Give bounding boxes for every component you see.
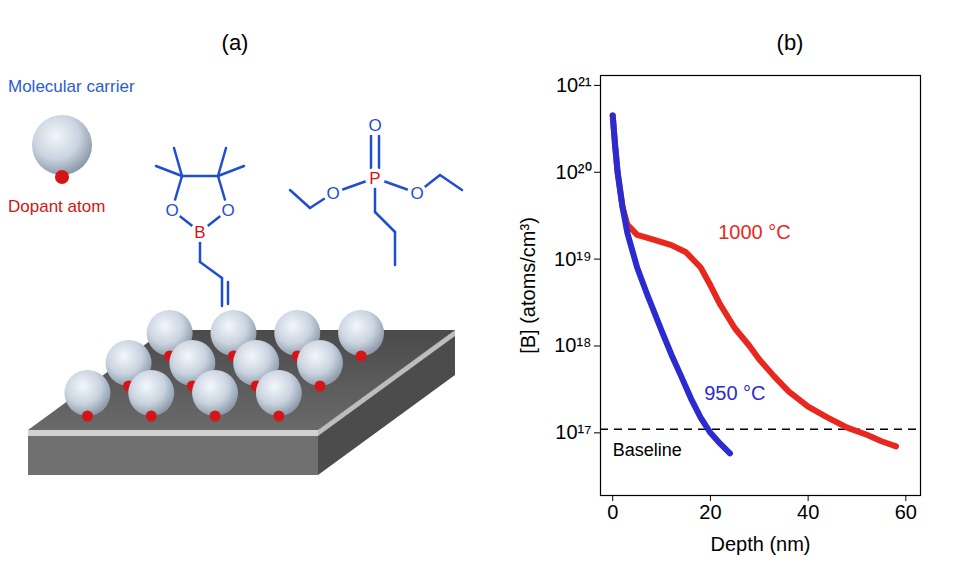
svg-text:O: O bbox=[326, 184, 339, 203]
svg-text:O: O bbox=[221, 201, 234, 220]
svg-text:O: O bbox=[410, 184, 423, 203]
svg-text:10²¹: 10²¹ bbox=[556, 74, 592, 96]
svg-text:P: P bbox=[369, 169, 380, 188]
svg-text:0: 0 bbox=[607, 501, 618, 523]
svg-text:Molecular carrier: Molecular carrier bbox=[8, 77, 135, 96]
svg-text:40: 40 bbox=[797, 501, 819, 523]
svg-text:950 °C: 950 °C bbox=[704, 382, 765, 404]
html-text:(b): (b) bbox=[776, 30, 804, 55]
html-text:(a): (a) bbox=[221, 30, 249, 55]
svg-text:10¹⁹: 10¹⁹ bbox=[554, 248, 591, 270]
svg-text:60: 60 bbox=[895, 501, 917, 523]
svg-text:Depth (nm): Depth (nm) bbox=[710, 533, 810, 555]
svg-text:B: B bbox=[194, 223, 205, 242]
svg-text:10¹⁷: 10¹⁷ bbox=[555, 421, 591, 443]
svg-text:Baseline: Baseline bbox=[613, 440, 682, 460]
svg-text:10¹⁸: 10¹⁸ bbox=[554, 334, 591, 356]
svg-text:[B] (atoms/cm³): [B] (atoms/cm³) bbox=[517, 217, 539, 354]
svg-text:1000 °C: 1000 °C bbox=[718, 221, 791, 243]
svg-text:10²⁰: 10²⁰ bbox=[556, 161, 592, 183]
svg-text:Dopant atom: Dopant atom bbox=[8, 197, 105, 216]
svg-text:20: 20 bbox=[699, 501, 721, 523]
svg-text:O: O bbox=[165, 201, 178, 220]
svg-text:O: O bbox=[368, 116, 381, 135]
